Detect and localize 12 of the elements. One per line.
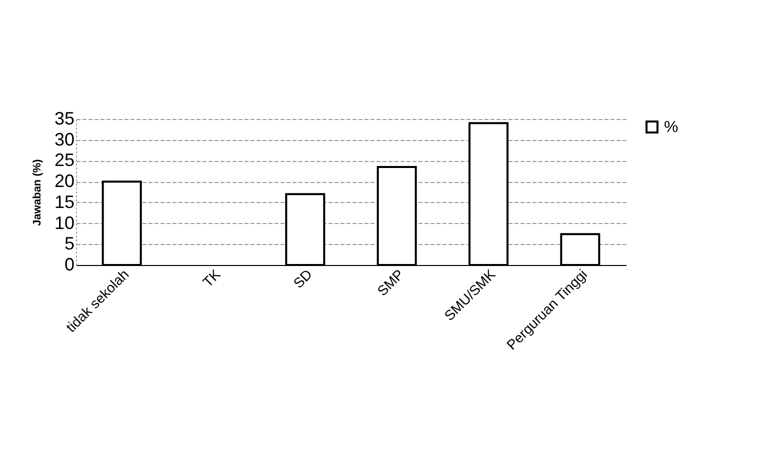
y-tick-label: 15 — [54, 192, 74, 212]
y-tick-label: 20 — [54, 171, 74, 192]
x-tick-label: TK — [199, 266, 224, 290]
y-tick-label: 30 — [54, 129, 74, 150]
y-tick-label: 5 — [64, 234, 74, 254]
legend-label: % — [664, 119, 678, 136]
x-tick-label: SD — [290, 266, 316, 292]
y-tick-label: 0 — [64, 254, 74, 274]
y-tick-label: 10 — [54, 212, 74, 233]
y-tick-label: 25 — [54, 150, 74, 170]
y-axis-title: Jawaban (%) — [31, 158, 44, 226]
y-tick-label: 35 — [54, 108, 74, 128]
